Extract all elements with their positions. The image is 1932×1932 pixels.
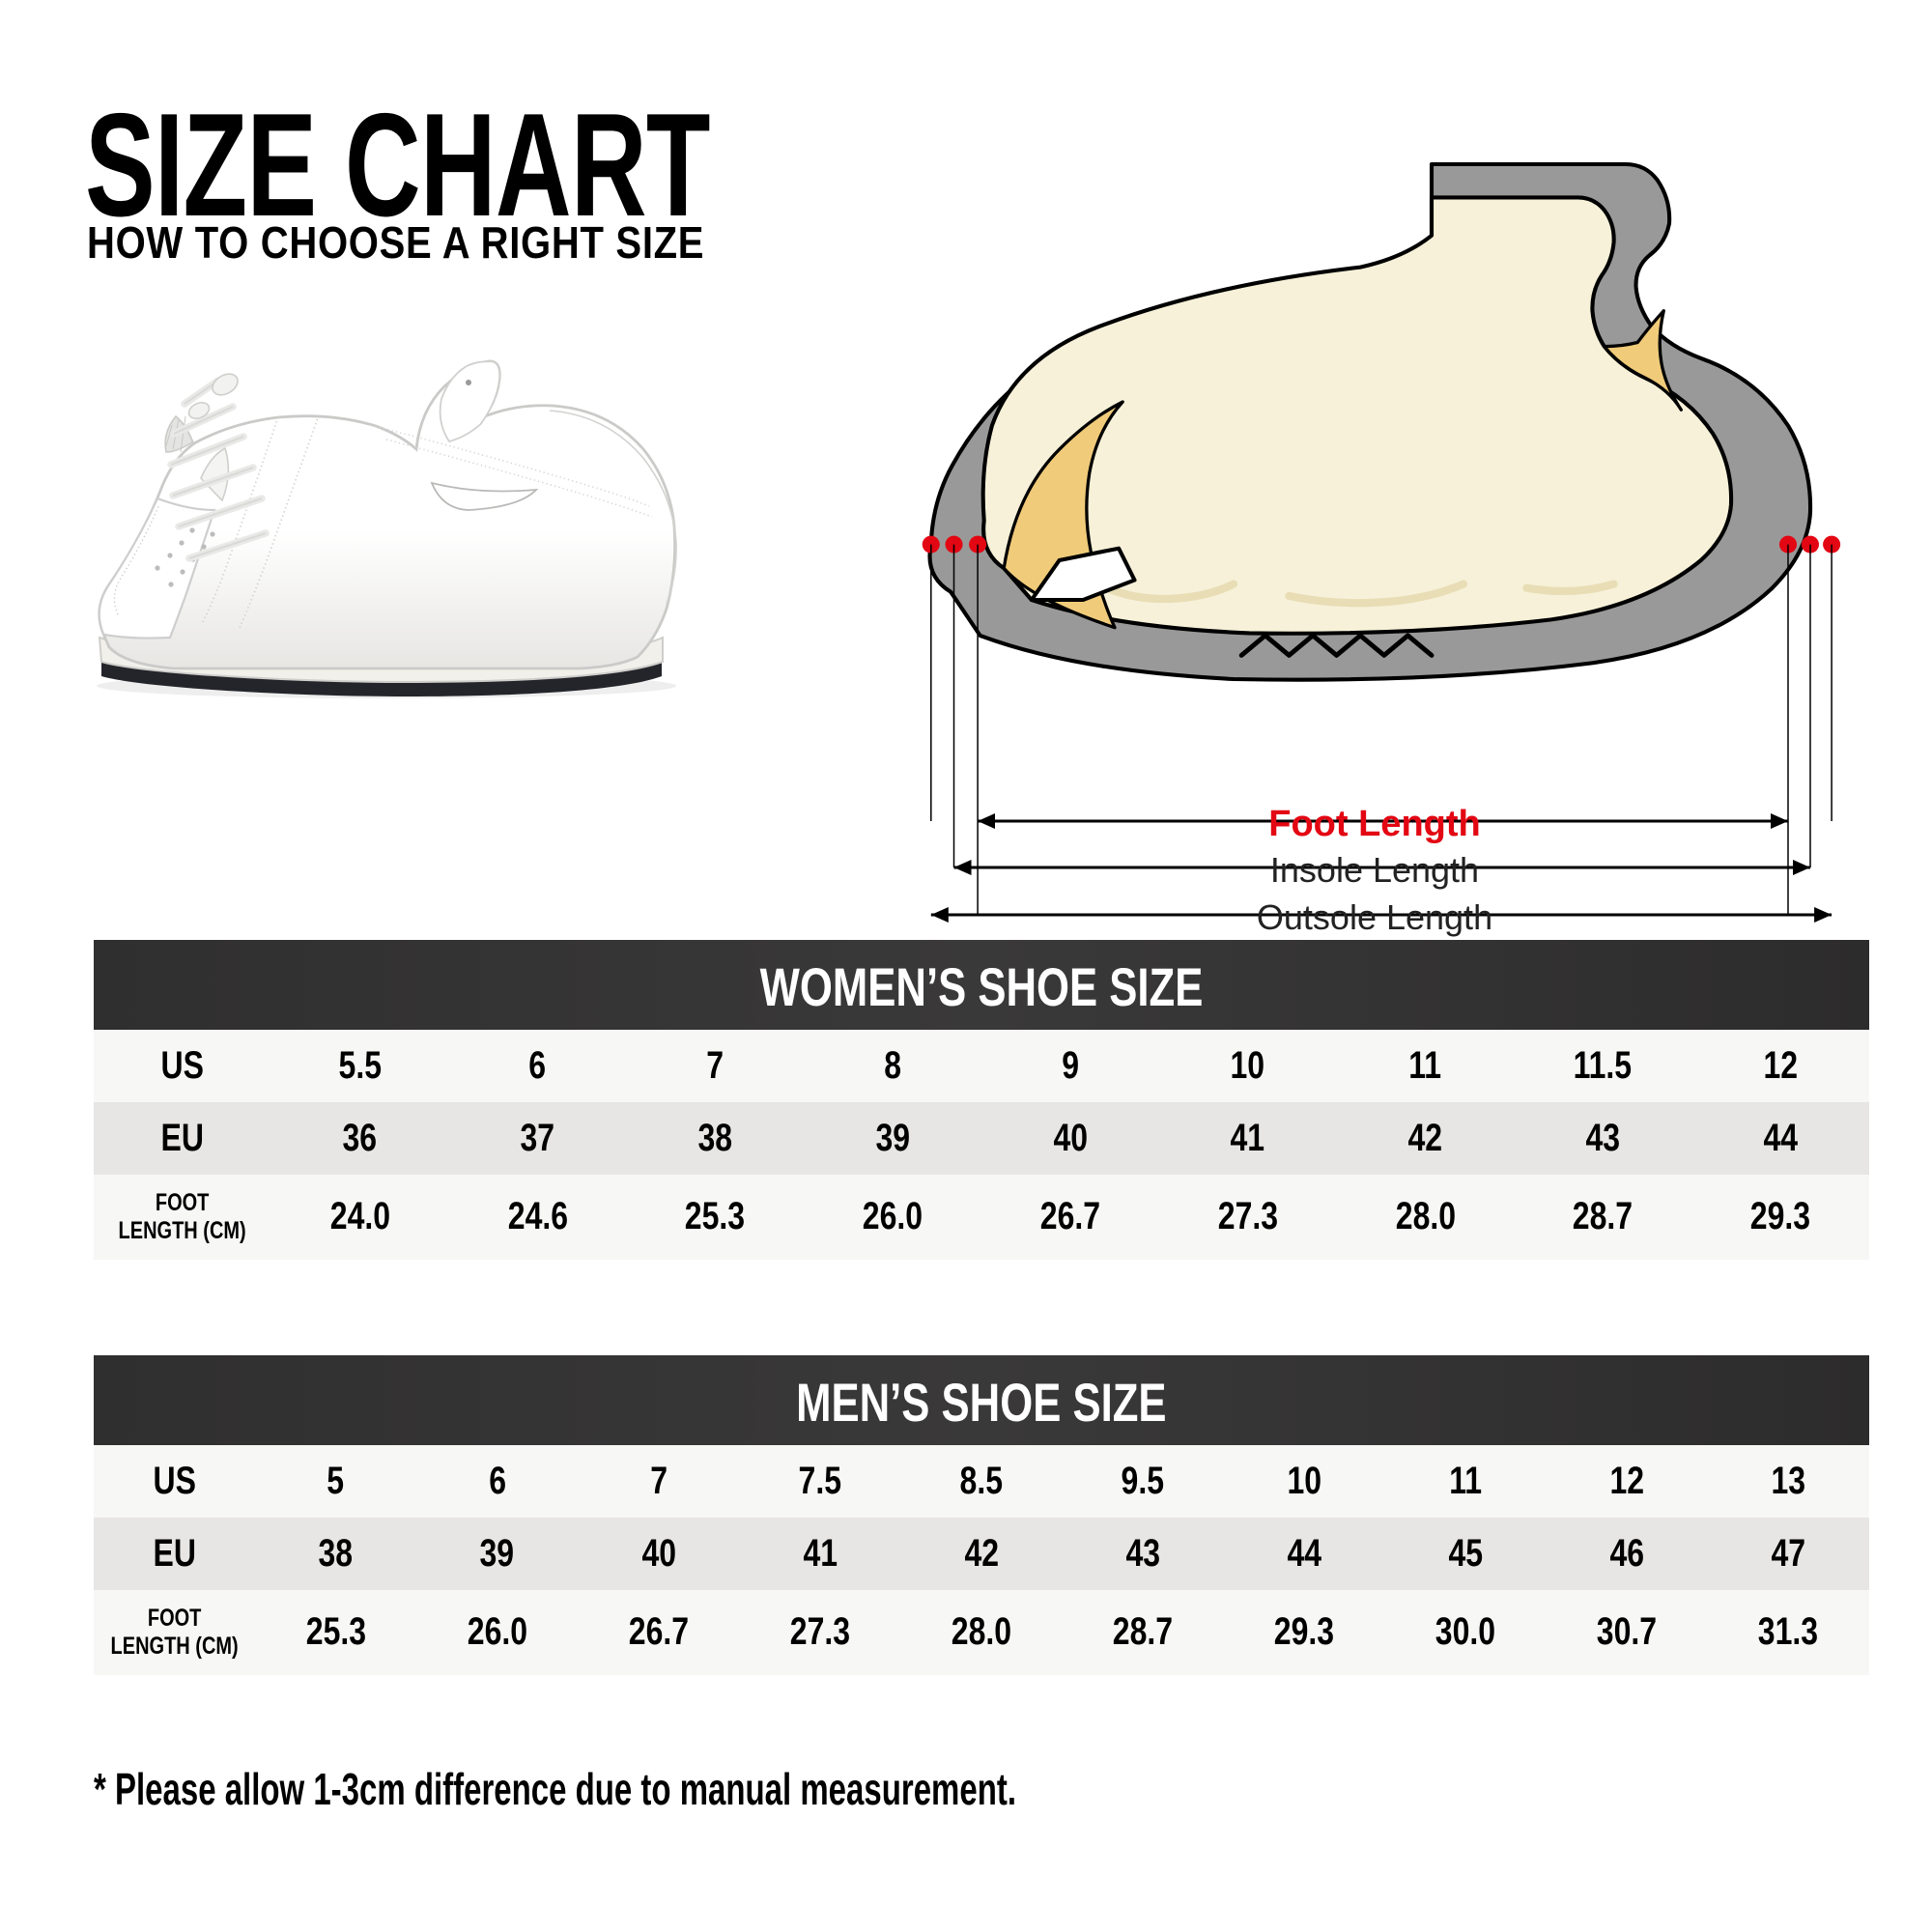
- svg-text:Foot Length: Foot Length: [1268, 804, 1480, 844]
- svg-text:Insole Length: Insole Length: [1270, 850, 1479, 890]
- svg-text:Outsole Length: Outsole Length: [1257, 897, 1492, 937]
